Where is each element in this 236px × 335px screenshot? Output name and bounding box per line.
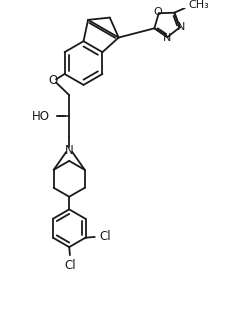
- Text: N: N: [177, 22, 185, 32]
- Text: Cl: Cl: [99, 230, 111, 243]
- Text: HO: HO: [32, 110, 50, 123]
- Text: O: O: [153, 7, 162, 17]
- Text: Cl: Cl: [64, 259, 76, 272]
- Text: N: N: [163, 33, 171, 43]
- Text: N: N: [65, 144, 74, 156]
- Text: CH₃: CH₃: [188, 0, 209, 10]
- Text: O: O: [48, 74, 58, 87]
